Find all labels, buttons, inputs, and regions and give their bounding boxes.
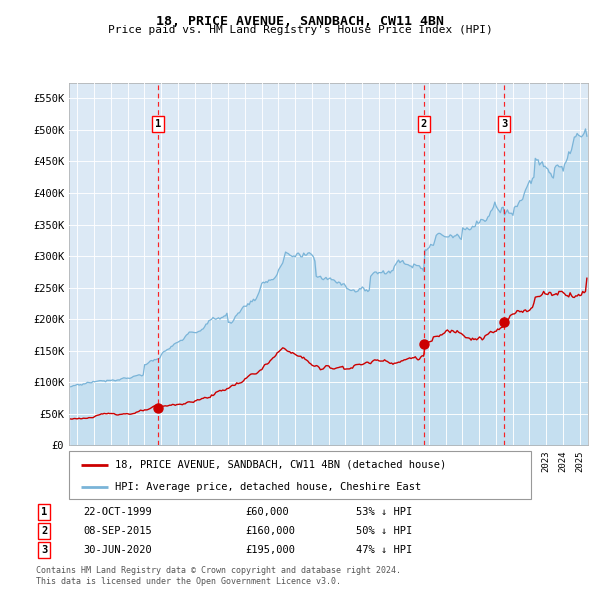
Text: Price paid vs. HM Land Registry's House Price Index (HPI): Price paid vs. HM Land Registry's House … <box>107 25 493 35</box>
Text: £195,000: £195,000 <box>246 545 296 555</box>
Text: £60,000: £60,000 <box>246 507 290 517</box>
Text: 47% ↓ HPI: 47% ↓ HPI <box>356 545 412 555</box>
Text: 50% ↓ HPI: 50% ↓ HPI <box>356 526 412 536</box>
Text: 3: 3 <box>41 545 47 555</box>
Text: £160,000: £160,000 <box>246 526 296 536</box>
Text: 3: 3 <box>501 119 508 129</box>
Text: 53% ↓ HPI: 53% ↓ HPI <box>356 507 412 517</box>
Text: 2: 2 <box>41 526 47 536</box>
Text: HPI: Average price, detached house, Cheshire East: HPI: Average price, detached house, Ches… <box>115 482 421 491</box>
Text: 30-JUN-2020: 30-JUN-2020 <box>83 545 152 555</box>
Text: 1: 1 <box>155 119 161 129</box>
Text: Contains HM Land Registry data © Crown copyright and database right 2024.: Contains HM Land Registry data © Crown c… <box>36 566 401 575</box>
FancyBboxPatch shape <box>69 451 531 499</box>
Text: 18, PRICE AVENUE, SANDBACH, CW11 4BN (detached house): 18, PRICE AVENUE, SANDBACH, CW11 4BN (de… <box>115 460 446 470</box>
Text: 22-OCT-1999: 22-OCT-1999 <box>83 507 152 517</box>
Text: 1: 1 <box>41 507 47 517</box>
Text: This data is licensed under the Open Government Licence v3.0.: This data is licensed under the Open Gov… <box>36 577 341 586</box>
Text: 08-SEP-2015: 08-SEP-2015 <box>83 526 152 536</box>
Text: 2: 2 <box>421 119 427 129</box>
Text: 18, PRICE AVENUE, SANDBACH, CW11 4BN: 18, PRICE AVENUE, SANDBACH, CW11 4BN <box>156 15 444 28</box>
